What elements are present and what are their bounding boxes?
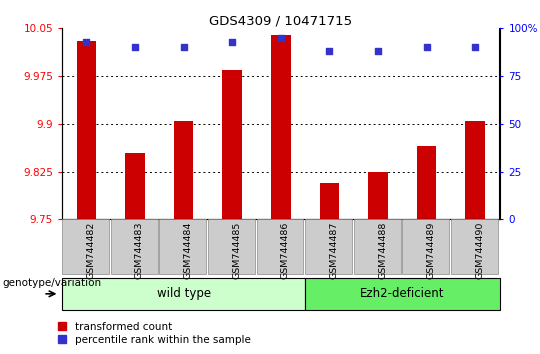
Point bbox=[325, 48, 334, 54]
Bar bbox=[222, 70, 242, 219]
Bar bbox=[320, 183, 339, 219]
Text: GSM744482: GSM744482 bbox=[86, 221, 96, 279]
Bar bbox=[368, 172, 388, 219]
Text: wild type: wild type bbox=[157, 287, 211, 300]
Bar bbox=[417, 146, 436, 219]
Bar bbox=[174, 121, 193, 219]
Text: GSM744486: GSM744486 bbox=[281, 221, 290, 279]
Point bbox=[374, 48, 382, 54]
Text: GSM744489: GSM744489 bbox=[427, 221, 436, 279]
Title: GDS4309 / 10471715: GDS4309 / 10471715 bbox=[209, 14, 353, 27]
Bar bbox=[465, 121, 485, 219]
Bar bbox=[77, 41, 96, 219]
Text: GSM744487: GSM744487 bbox=[329, 221, 339, 279]
Point bbox=[422, 45, 431, 50]
Legend: transformed count, percentile rank within the sample: transformed count, percentile rank withi… bbox=[54, 317, 255, 349]
Text: GSM744483: GSM744483 bbox=[135, 221, 144, 279]
Text: GSM744484: GSM744484 bbox=[184, 221, 193, 279]
Point bbox=[179, 45, 188, 50]
Text: GSM744490: GSM744490 bbox=[475, 221, 484, 279]
Point bbox=[131, 45, 139, 50]
Bar bbox=[125, 153, 145, 219]
Text: genotype/variation: genotype/variation bbox=[3, 278, 102, 288]
Point bbox=[228, 39, 237, 45]
Point bbox=[82, 39, 91, 45]
Point bbox=[276, 35, 285, 41]
Bar bbox=[271, 35, 291, 219]
Text: GSM744485: GSM744485 bbox=[232, 221, 241, 279]
Point bbox=[471, 45, 480, 50]
Text: GSM744488: GSM744488 bbox=[378, 221, 387, 279]
Text: Ezh2-deficient: Ezh2-deficient bbox=[360, 287, 444, 300]
